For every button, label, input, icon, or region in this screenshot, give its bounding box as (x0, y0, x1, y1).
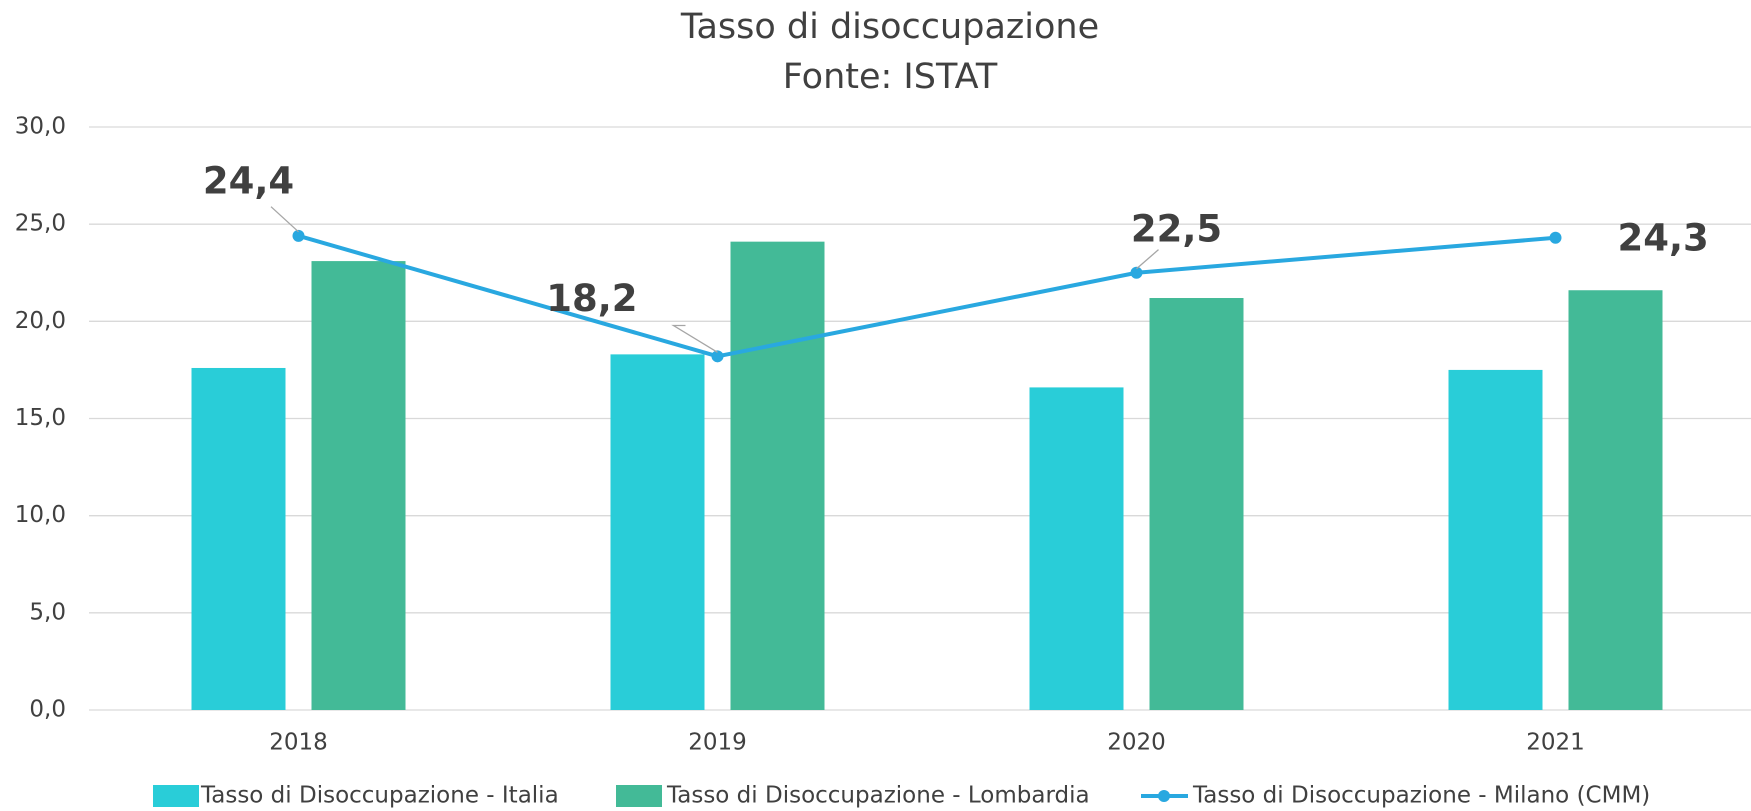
bar (1149, 298, 1244, 710)
y-tick-label: 20,0 (15, 308, 66, 334)
y-tick-label: 30,0 (15, 114, 66, 140)
legend-label: Tasso di Disoccupazione - Milano (CMM) (1192, 783, 1650, 809)
leader-line (1136, 249, 1159, 270)
legend-swatch (1158, 790, 1170, 802)
y-tick-label: 10,0 (15, 502, 66, 528)
data-label: 24,4 (203, 159, 294, 202)
chart-title: Tasso di disoccupazione (680, 7, 1099, 47)
line-marker (711, 350, 724, 363)
legend-swatch (153, 785, 199, 807)
leader-line (270, 206, 299, 233)
y-tick-label: 5,0 (29, 599, 66, 625)
bar (1029, 387, 1124, 710)
data-label: 22,5 (1131, 207, 1222, 250)
x-tick-label: 2019 (688, 730, 747, 756)
line (297, 233, 1556, 359)
line-marker (1549, 231, 1562, 244)
line-marker (292, 229, 305, 242)
y-tick-label: 0,0 (29, 697, 66, 723)
legend-label: Tasso di Disoccupazione - Italia (200, 783, 559, 809)
bar (730, 241, 825, 710)
bar (311, 261, 406, 710)
x-tick-label: 2020 (1107, 730, 1166, 756)
legend-label: Tasso di Disoccupazione - Lombardia (666, 783, 1090, 809)
data-label: 18,2 (546, 277, 637, 320)
bar (191, 367, 286, 710)
bar (1448, 369, 1543, 710)
data-label: 24,3 (1618, 216, 1709, 259)
line-marker (1130, 266, 1143, 279)
chart-subtitle: Fonte: ISTAT (783, 57, 998, 97)
leader-line (671, 324, 718, 353)
bar (610, 354, 705, 710)
bar (1568, 290, 1663, 710)
y-tick-label: 25,0 (15, 211, 66, 237)
x-tick-label: 2021 (1526, 730, 1585, 756)
y-tick-label: 15,0 (15, 405, 66, 431)
x-tick-label: 2018 (269, 730, 328, 756)
legend-swatch (616, 785, 662, 807)
